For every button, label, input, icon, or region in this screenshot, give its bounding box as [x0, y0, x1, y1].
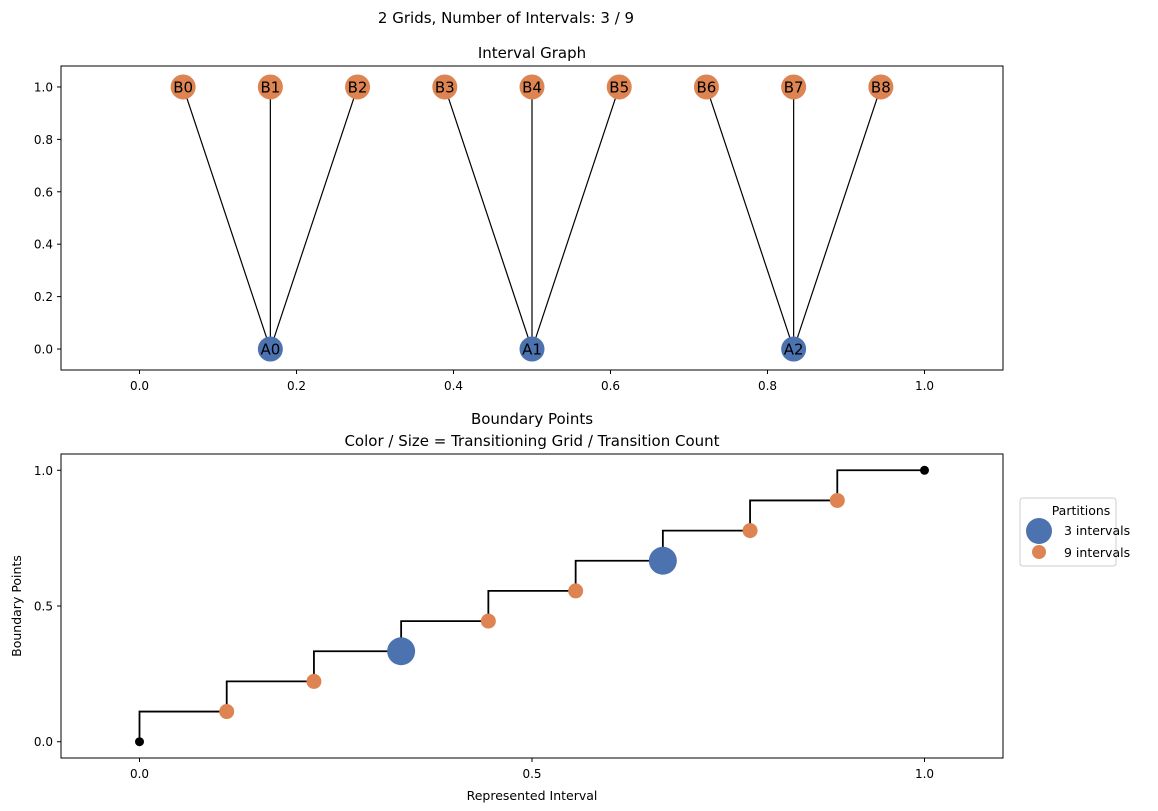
point-9-intervals [568, 583, 584, 599]
legend-swatch-9-intervals [1032, 545, 1046, 559]
node-b3 [432, 74, 458, 100]
boundary-points-title-line2: Color / Size = Transitioning Grid / Tran… [344, 432, 719, 450]
node-label-a1: A1 [522, 341, 542, 359]
legend-swatch-3-intervals [1026, 518, 1052, 544]
node-b8 [868, 74, 894, 100]
node-a1 [519, 336, 545, 362]
edge-a2-b8 [793, 86, 882, 350]
boundary-points-frame [60, 453, 1004, 759]
boundary-points-ytick-label: 1.0 [34, 464, 53, 478]
edge-a1-b5 [531, 86, 620, 350]
interval-graph-xtick-label: 0.6 [601, 379, 620, 393]
interval-graph-frame [60, 65, 1004, 371]
node-b4 [519, 74, 545, 100]
interval-graph-title: Interval Graph [478, 44, 586, 62]
node-b2 [345, 74, 371, 100]
edge-a0-b2 [269, 86, 359, 350]
node-a2 [781, 336, 807, 362]
edge-a2-b6 [705, 86, 795, 350]
node-label-b1: B1 [260, 78, 280, 96]
node-label-a2: A2 [784, 341, 804, 359]
interval-graph-ytick-label: 0.6 [34, 185, 53, 199]
legend-title: Partitions [1052, 503, 1111, 518]
boundary-points-xtick-label: 0.5 [522, 767, 541, 781]
boundary-points-xtick-label: 1.0 [915, 767, 934, 781]
figure-suptitle: 2 Grids, Number of Intervals: 3 / 9 [378, 9, 634, 27]
boundary-points-xtick-label: 0.0 [130, 767, 149, 781]
point-9-intervals [306, 673, 322, 689]
node-label-b3: B3 [435, 78, 455, 96]
interval-graph-ytick-label: 0.2 [34, 290, 53, 304]
interval-graph-ytick-label: 0.0 [34, 343, 53, 357]
point-9-intervals [742, 523, 758, 539]
node-label-b0: B0 [173, 78, 193, 96]
interval-graph-ytick-label: 0.8 [34, 133, 53, 147]
boundary-points-plot-area [61, 454, 1003, 758]
node-label-b6: B6 [697, 78, 717, 96]
boundary-points-ytick-label: 0.5 [34, 600, 53, 614]
node-b0 [170, 74, 196, 100]
node-label-b7: B7 [784, 78, 804, 96]
point-9-intervals [829, 492, 845, 508]
node-label-b8: B8 [871, 78, 891, 96]
node-b5 [606, 74, 632, 100]
node-label-a0: A0 [260, 341, 280, 359]
node-label-b5: B5 [609, 78, 629, 96]
boundary-step-line [138, 469, 925, 742]
legend-label-3-intervals: 3 intervals [1064, 523, 1130, 538]
node-label-b4: B4 [522, 78, 542, 96]
node-b7 [781, 74, 807, 100]
node-b1 [257, 74, 283, 100]
point-3-intervals [387, 637, 416, 666]
interval-graph-xtick-label: 0.8 [758, 379, 777, 393]
boundary-points-ytick-label: 0.0 [34, 735, 53, 749]
interval-graph-xtick-label: 0.4 [444, 379, 463, 393]
boundary-points-title-line1: Boundary Points [471, 410, 593, 428]
node-b6 [693, 74, 719, 100]
endpoint-marker [920, 465, 929, 475]
interval-graph-ytick-label: 1.0 [34, 80, 53, 94]
boundary-points-chart: Boundary Points Color / Size = Transitio… [9, 410, 1130, 803]
legend: Partitions 3 intervals 9 intervals [1019, 497, 1130, 567]
edge-a0-b0 [182, 86, 271, 350]
point-9-intervals [219, 704, 235, 720]
interval-graph-ytick-label: 0.4 [34, 238, 53, 252]
node-a0 [257, 336, 283, 362]
point-3-intervals [648, 546, 677, 575]
legend-label-9-intervals: 9 intervals [1064, 545, 1130, 560]
node-label-b2: B2 [348, 78, 368, 96]
boundary-points-ylabel: Boundary Points [9, 555, 24, 657]
point-9-intervals [480, 613, 496, 629]
interval-graph-xtick-label: 1.0 [915, 379, 934, 393]
interval-graph-xtick-label: 0.0 [130, 379, 149, 393]
interval-graph-xtick-label: 0.2 [287, 379, 306, 393]
boundary-points-xlabel: Represented Interval [467, 788, 598, 803]
edge-a1-b3 [444, 86, 533, 350]
endpoint-marker [135, 737, 144, 747]
